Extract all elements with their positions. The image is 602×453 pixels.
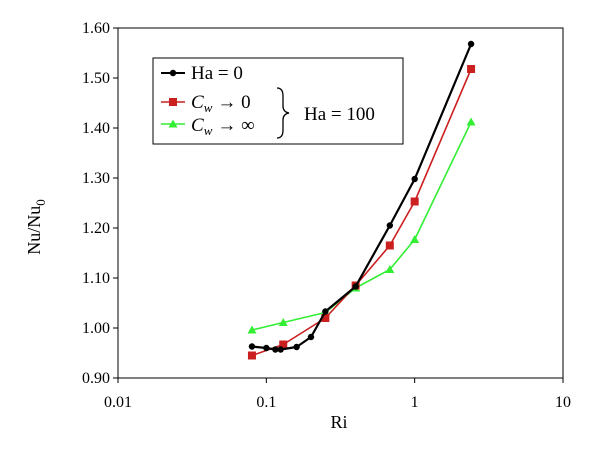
y-tick-label: 1.30 (82, 170, 110, 187)
y-tick-label: 1.40 (82, 120, 110, 137)
series-layer (247, 40, 476, 360)
x-tick-label: 0.01 (104, 394, 132, 411)
legend-entry-cw0: Cw → 0 (161, 92, 251, 115)
x-tick-label: 10 (555, 394, 571, 411)
y-axis-label-subscript: 0 (33, 199, 48, 206)
series-line-2 (251, 121, 472, 331)
data-point (411, 175, 418, 183)
data-point (385, 241, 394, 250)
legend-entry-cwinf: Cw → ∞ (161, 115, 255, 138)
data-point (467, 65, 476, 73)
data-point (466, 117, 476, 126)
series-0 (248, 40, 475, 353)
data-point (386, 222, 394, 229)
legend-label-ha0: Ha = 0 (191, 63, 243, 84)
x-axis-label: Ri (330, 412, 347, 432)
y-tick-label: 1.20 (82, 220, 110, 237)
x-tick-label: 1 (411, 394, 419, 411)
data-point (322, 308, 329, 315)
data-point (410, 235, 420, 243)
plot-frame (117, 27, 564, 379)
data-point (279, 340, 288, 349)
y-tick-label: 1.00 (82, 320, 110, 337)
legend: Ha = 0 Cw → 0 Cw → ∞ Ha = 100 (152, 57, 404, 145)
y-tick-label: 0.90 (82, 370, 110, 387)
legend-marker-ha0 (169, 69, 177, 77)
x-axis-ticks: 0.01 0.1 1 10 (104, 378, 571, 411)
legend-marker-cw0 (169, 98, 177, 106)
data-point (410, 197, 419, 206)
legend-brace (276, 87, 290, 139)
y-axis-label: Nu/Nu0 (24, 199, 48, 255)
legend-box (152, 57, 404, 145)
data-point (272, 346, 279, 353)
data-point (293, 343, 300, 351)
data-point (467, 40, 475, 48)
legend-label-cwinf: Cw → ∞ (191, 115, 255, 138)
data-point (307, 333, 315, 341)
y-tick-label: 1.50 (82, 70, 110, 87)
series-2 (247, 117, 476, 334)
data-point (385, 265, 395, 273)
data-point (321, 314, 330, 322)
data-point (263, 344, 270, 352)
legend-marker-cwinf (168, 119, 178, 128)
legend-entry-ha0: Ha = 0 (161, 63, 243, 84)
data-point (248, 343, 256, 350)
y-axis-ticks: 0.90 1.00 1.10 1.20 1.30 1.40 1.50 1.60 (82, 20, 118, 387)
x-tick-label: 0.1 (256, 394, 276, 411)
y-tick-label: 1.60 (82, 20, 110, 37)
data-point (278, 318, 288, 326)
data-point (352, 283, 359, 290)
data-point (277, 346, 284, 353)
data-point (247, 351, 256, 360)
legend-label-cw0: Cw → 0 (191, 92, 251, 115)
y-tick-label: 1.10 (82, 270, 110, 287)
data-point (247, 325, 257, 334)
legend-group-label: Ha = 100 (304, 104, 375, 125)
